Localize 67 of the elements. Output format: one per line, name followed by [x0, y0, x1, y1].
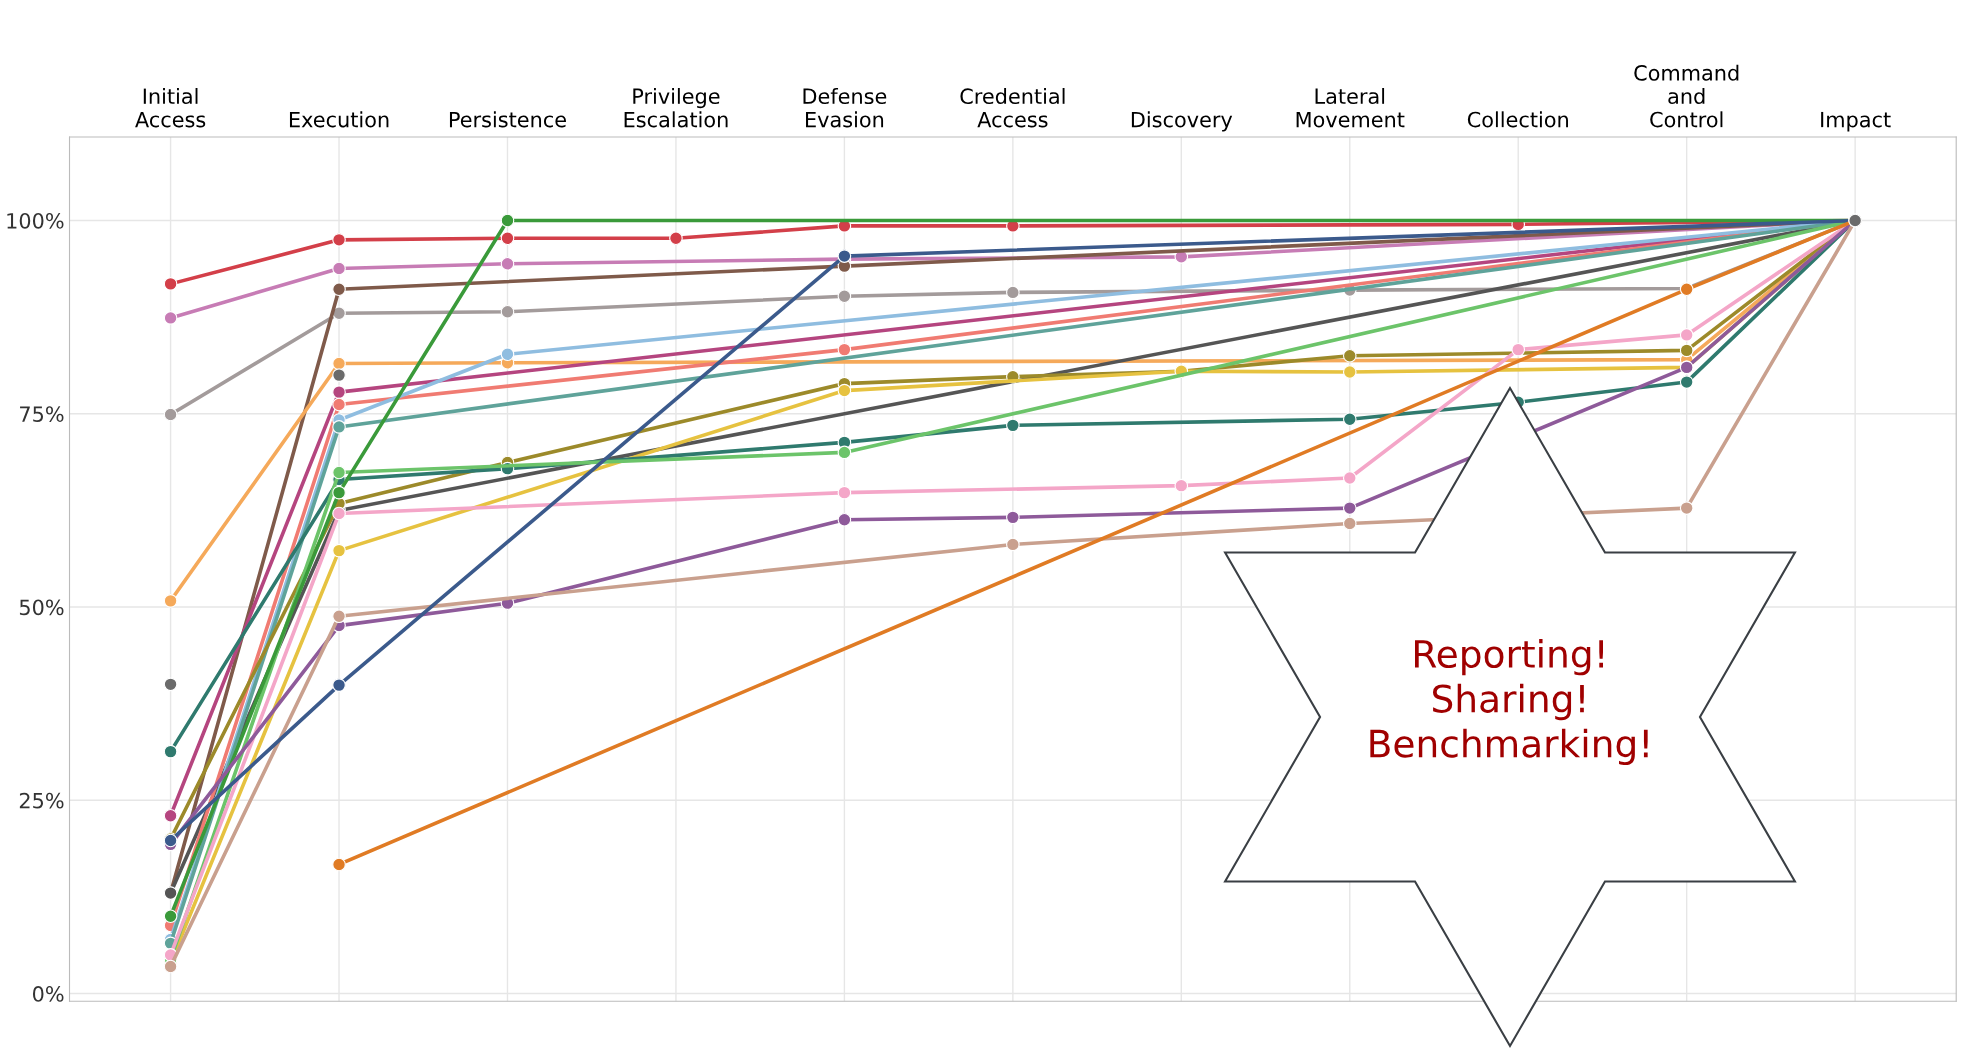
point	[163, 594, 178, 608]
point	[500, 256, 515, 271]
y-tick-label: 50%	[19, 599, 64, 616]
point	[332, 543, 346, 558]
point	[837, 485, 852, 500]
point	[163, 311, 178, 325]
x-tick-label: Privilege Escalation	[624, 87, 728, 128]
x-tick-label: Defense Evasion	[803, 87, 887, 128]
x-tick-label: Discovery	[1131, 111, 1233, 132]
point	[1342, 471, 1357, 485]
point	[1342, 516, 1357, 531]
point	[1006, 418, 1020, 433]
point	[332, 282, 346, 297]
point	[500, 231, 515, 246]
point	[332, 397, 346, 412]
point	[332, 356, 346, 371]
point	[837, 342, 852, 357]
y-tick-label: 100%	[7, 212, 64, 229]
point	[1006, 510, 1020, 525]
point	[669, 231, 683, 246]
point	[332, 609, 346, 624]
point	[1679, 375, 1694, 389]
point	[837, 383, 852, 398]
point	[163, 808, 178, 823]
point	[837, 289, 852, 304]
point	[500, 347, 515, 362]
point	[332, 420, 346, 434]
point	[1006, 285, 1020, 300]
x-tick-label: Command and Control	[1634, 64, 1739, 128]
point	[332, 261, 346, 276]
point	[332, 678, 346, 692]
point	[163, 744, 178, 759]
point	[332, 233, 346, 247]
point	[163, 407, 178, 422]
point	[500, 304, 515, 319]
x-tick-label: Persistence	[449, 111, 566, 128]
point	[1679, 501, 1694, 515]
point	[332, 385, 346, 399]
point	[1342, 501, 1357, 515]
point	[1679, 328, 1694, 342]
point	[500, 213, 515, 228]
point	[1342, 348, 1357, 363]
point	[837, 445, 852, 460]
point	[837, 512, 852, 527]
x-tick-label: Lateral Movement	[1296, 87, 1405, 128]
point	[332, 465, 346, 480]
x-tick-label: Impact	[1821, 111, 1891, 132]
y-tick-label: 25%	[19, 792, 64, 809]
point	[332, 485, 346, 500]
y-tick-label: 75%	[20, 406, 64, 422]
point	[163, 909, 178, 924]
point	[163, 277, 178, 291]
point	[1342, 365, 1357, 379]
annotation: Reporting! Sharing! Benchmarking!	[1370, 639, 1648, 765]
point	[1679, 343, 1694, 358]
point	[1511, 342, 1526, 357]
point	[1174, 478, 1189, 493]
point	[1006, 537, 1020, 552]
x-tick-label: Initial Access	[135, 87, 206, 128]
point	[332, 368, 346, 382]
y-tick-label: 0%	[32, 986, 64, 1002]
x-tick-label: Collection	[1467, 111, 1568, 128]
x-tick-label: Credential Access	[960, 87, 1065, 128]
point	[1342, 412, 1357, 426]
x-tick-label: Execution	[289, 111, 389, 128]
point	[163, 677, 178, 692]
point	[332, 857, 346, 872]
